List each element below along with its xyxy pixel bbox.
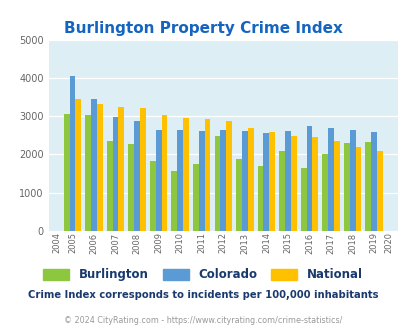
Bar (91, 99, 97, 231)
Bar (263, 133, 269, 231)
Bar (75, 99, 81, 231)
Bar (204, 119, 210, 231)
Bar (226, 121, 232, 231)
Bar (300, 168, 306, 231)
Bar (327, 128, 333, 231)
Bar (349, 130, 355, 231)
Bar (306, 126, 312, 231)
Bar (214, 136, 220, 231)
Bar (241, 131, 247, 231)
Bar (177, 130, 183, 231)
Bar (236, 159, 241, 231)
Bar (112, 116, 118, 231)
Bar (64, 114, 69, 231)
Bar (370, 132, 376, 231)
Bar (128, 144, 134, 231)
Bar (192, 164, 198, 231)
Bar (149, 161, 156, 231)
Bar (343, 143, 349, 231)
Bar (107, 141, 112, 231)
Bar (161, 115, 167, 231)
Bar (134, 121, 140, 231)
Bar (220, 130, 226, 231)
Bar (312, 137, 318, 231)
Bar (322, 154, 327, 231)
Text: Burlington Property Crime Index: Burlington Property Crime Index (64, 21, 341, 36)
Bar (279, 150, 284, 231)
Bar (140, 108, 145, 231)
Bar (355, 147, 360, 231)
Bar (376, 150, 382, 231)
Bar (183, 118, 188, 231)
Bar (284, 131, 290, 231)
Bar (97, 104, 102, 231)
Bar (118, 107, 124, 231)
Bar (333, 141, 339, 231)
Text: Crime Index corresponds to incidents per 100,000 inhabitants: Crime Index corresponds to incidents per… (28, 290, 377, 300)
Bar (364, 142, 370, 231)
Bar (198, 131, 204, 231)
Bar (156, 130, 161, 231)
Bar (85, 115, 91, 231)
Bar (290, 136, 296, 231)
Bar (247, 128, 253, 231)
Bar (171, 171, 177, 231)
Bar (269, 132, 275, 231)
Text: © 2024 CityRating.com - https://www.cityrating.com/crime-statistics/: © 2024 CityRating.com - https://www.city… (64, 315, 341, 325)
Bar (257, 166, 263, 231)
Bar (69, 76, 75, 231)
Legend: Burlington, Colorado, National: Burlington, Colorado, National (40, 265, 365, 285)
